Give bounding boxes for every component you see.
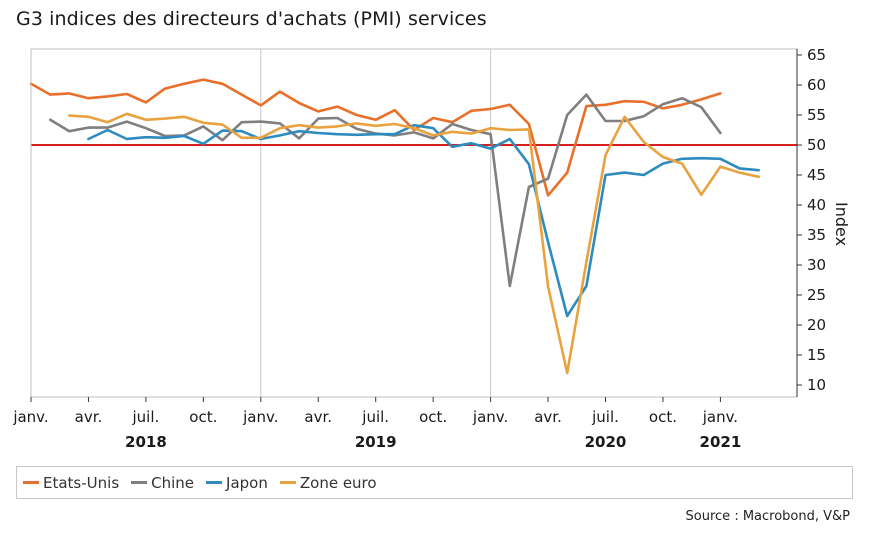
y-tick-label: 50 bbox=[807, 136, 826, 154]
x-tick-label: janv. bbox=[472, 408, 508, 426]
legend-swatch bbox=[279, 481, 296, 484]
x-tick-label: oct. bbox=[189, 408, 217, 426]
x-year-label: 2021 bbox=[700, 433, 742, 451]
x-tick-label: juil. bbox=[361, 408, 389, 426]
legend-item: Zone euro bbox=[279, 473, 377, 492]
series-line-japon bbox=[87, 123, 761, 318]
y-tick-label: 10 bbox=[807, 376, 826, 394]
legend: Etats-Unis Chine Japon Zone euro bbox=[16, 466, 853, 499]
x-axis: janv. avr. juil. oct. janv. avr. juil. oct. janv… bbox=[12, 397, 741, 451]
grid-layer bbox=[260, 49, 492, 397]
y-tick-label: 55 bbox=[807, 106, 826, 124]
legend-swatch bbox=[206, 481, 223, 484]
y-tick-label: 30 bbox=[807, 256, 826, 274]
legend-label: Zone euro bbox=[299, 473, 377, 492]
legend-item: Etats-Unis bbox=[23, 474, 119, 492]
legend-item: Japon bbox=[206, 474, 268, 492]
series-line-zone-euro bbox=[68, 112, 761, 375]
y-tick-label: 60 bbox=[807, 76, 826, 94]
y-tick-label: 35 bbox=[807, 226, 826, 244]
x-tick-label: oct. bbox=[419, 408, 447, 426]
series-line-chine bbox=[48, 93, 722, 288]
legend-label: Etats-Unis bbox=[43, 473, 120, 492]
legend-label: Japon bbox=[226, 473, 268, 492]
series-layer bbox=[29, 78, 761, 375]
x-tick-label: avr. bbox=[75, 408, 103, 426]
legend-swatch bbox=[23, 481, 39, 484]
x-year-label: 2020 bbox=[585, 433, 627, 451]
y-axis: 10 15 20 25 30 35 40 45 50 55 60 65 bbox=[796, 46, 826, 397]
x-tick-label: avr. bbox=[304, 408, 332, 426]
x-tick-label: janv. bbox=[12, 408, 48, 426]
x-year-label: 2019 bbox=[355, 433, 397, 451]
legend-item: Chine bbox=[131, 474, 194, 492]
y-tick-label: 40 bbox=[807, 196, 826, 214]
y-tick-label: 65 bbox=[807, 46, 826, 64]
y-tick-label: 15 bbox=[807, 346, 826, 364]
legend-label: Chine bbox=[151, 473, 195, 492]
y-tick-label: 25 bbox=[807, 286, 826, 304]
legend-swatch bbox=[131, 481, 148, 484]
x-tick-label: janv. bbox=[242, 408, 278, 426]
y-axis-label: Index bbox=[832, 202, 851, 246]
y-tick-label: 20 bbox=[807, 316, 826, 334]
x-tick-label: avr. bbox=[534, 408, 562, 426]
source-note: Source : Macrobond, V&P bbox=[685, 509, 850, 524]
x-tick-label: juil. bbox=[132, 408, 160, 426]
y-tick-label: 45 bbox=[807, 166, 826, 184]
x-tick-label: juil. bbox=[591, 408, 619, 426]
x-year-label: 2018 bbox=[125, 433, 167, 451]
chart-title: G3 indices des directeurs d'achats (PMI)… bbox=[16, 8, 487, 30]
series-line-etats-unis bbox=[29, 78, 722, 197]
x-tick-label: janv. bbox=[702, 408, 738, 426]
x-tick-label: oct. bbox=[649, 408, 677, 426]
